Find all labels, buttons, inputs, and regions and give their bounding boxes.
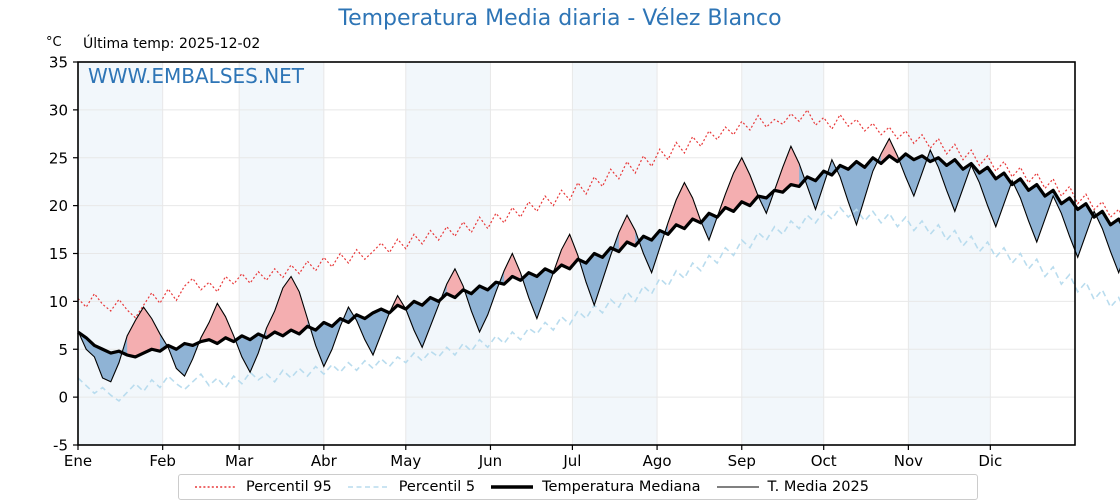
fill-above-median [192,303,242,359]
y-tick-label: 10 [49,293,68,311]
y-tick-label: -5 [53,437,68,455]
legend-item-median: Temperatura Mediana [475,475,701,499]
series-t-media-2025 [77,137,1120,383]
fill-below-median [831,153,882,225]
fill-below-median [405,284,447,348]
fill-below-median [1012,178,1095,258]
fill-below-median [520,268,554,319]
fill-above-median [553,234,587,283]
fill-below-median [897,150,931,197]
legend-label-current: T. Media 2025 [767,479,869,495]
legend-swatch-p5 [347,486,390,488]
last-temp-label: Última temp: 2025-12-02 [83,36,261,52]
x-tick-label: Sep [728,452,756,470]
page-title: Temperatura Media diaria - Vélez Blanco [338,6,782,31]
legend-item-current: T. Media 2025 [701,475,869,499]
legend-label-p5: Percentil 5 [398,479,476,495]
y-axis-unit-label: °C [46,35,62,50]
fill-below-median [1094,211,1120,273]
x-tick-label: Jul [562,452,581,470]
fill-above-median [659,182,709,248]
legend-swatch-p95 [195,486,237,488]
x-tick-label: Jun [478,452,502,470]
fill-below-median [635,222,669,273]
x-tick-label: Mar [225,452,254,470]
x-tick-label: Dic [978,452,1002,470]
fill-below-median [233,328,267,373]
y-tick-label: 30 [49,101,68,119]
fill-above-median [774,146,808,193]
legend-label-median: Temperatura Mediana [542,479,701,495]
fill-above-median [717,157,759,218]
chart-legend: Percentil 95 Percentil 5 Temperatura Med… [178,474,978,500]
y-tick-label: 20 [49,197,68,215]
x-tick-label: Abr [311,452,338,470]
fill-below-median [159,333,201,377]
watermark-label: WWW.EMBALSES.NET [88,64,305,88]
legend-item-p5: Percentil 5 [332,475,475,499]
x-tick-label: May [390,452,421,470]
fill-above-median [438,268,472,311]
x-tick-label: Feb [149,452,176,470]
fill-above-median [258,276,316,354]
x-tick-label: Ago [643,452,672,470]
y-tick-label: 25 [49,149,68,167]
x-tick-label: Nov [894,452,923,470]
fill-below-median [930,150,1013,227]
series-temperatura-mediana [77,152,1120,359]
legend-item-p95: Percentil 95 [179,475,332,499]
y-tick-label: 15 [49,245,68,263]
y-tick-label: 35 [49,54,68,72]
y-tick-label: 0 [58,389,68,407]
legend-label-p95: Percentil 95 [246,479,332,495]
y-tick-label: 5 [58,341,68,359]
x-tick-label: Oct [811,452,837,470]
series-percentil-5 [77,206,1120,403]
legend-swatch-median [491,485,534,489]
fill-below-median [348,307,390,355]
legend-swatch-current [716,486,759,488]
x-tick-label: Ene [64,452,92,470]
series-percentil-95 [77,108,1120,319]
